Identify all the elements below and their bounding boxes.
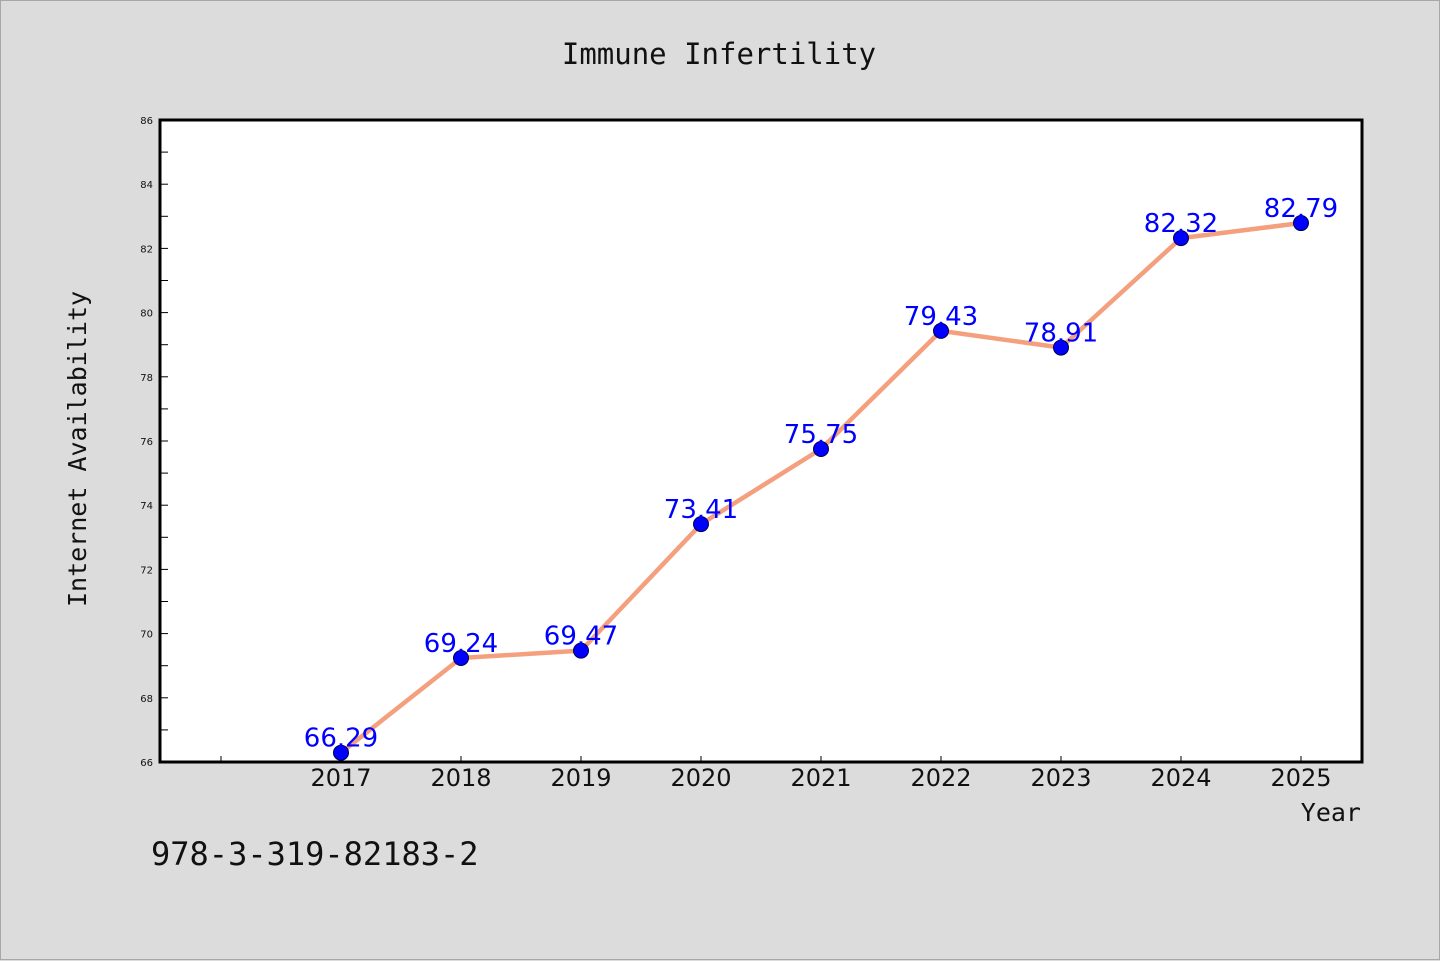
plot-area xyxy=(158,118,1364,764)
x-tick-label: 2020 xyxy=(670,764,731,792)
y-tick-label: 68 xyxy=(140,694,153,705)
x-tick-label: 2019 xyxy=(550,764,611,792)
data-point xyxy=(1173,230,1189,247)
y-tick-label: 86 xyxy=(140,116,153,127)
x-tick-label: 2022 xyxy=(910,764,971,792)
y-tick-label: 80 xyxy=(140,309,153,320)
x-tick-label: 2024 xyxy=(1150,764,1211,792)
y-axis-label: Internet Availability xyxy=(63,291,92,607)
y-tick-label: 78 xyxy=(140,373,153,384)
data-point xyxy=(573,642,589,659)
x-axis-label: Year xyxy=(1301,798,1361,827)
markers-group xyxy=(333,215,1309,761)
data-label: 82.79 xyxy=(1264,194,1338,224)
data-label: 73.41 xyxy=(664,495,738,525)
data-point xyxy=(1053,339,1069,356)
y-axis: 66 68 70 72 74 76 78 80 82 84 86 xyxy=(140,116,168,769)
isbn-footer: 978-3-319-82183-2 xyxy=(151,835,479,873)
x-axis: 2017 2018 2019 2020 2021 2022 2023 2024 2025 xyxy=(220,756,1332,792)
data-point xyxy=(1293,215,1309,232)
data-label: 69.24 xyxy=(424,629,498,659)
data-label: 69.47 xyxy=(544,622,618,652)
data-label: 75.75 xyxy=(784,420,858,450)
y-tick-label: 74 xyxy=(140,501,153,512)
data-label: 82.32 xyxy=(1144,209,1218,239)
data-point xyxy=(693,516,709,533)
y-tick-label: 66 xyxy=(140,758,153,769)
y-tick-label: 82 xyxy=(140,244,153,255)
x-tick-label: 2017 xyxy=(310,764,371,792)
y-tick-label: 72 xyxy=(140,565,153,576)
x-tick-label: 2023 xyxy=(1030,764,1091,792)
x-tick-label: 2018 xyxy=(430,764,491,792)
data-point xyxy=(933,322,949,339)
y-tick-label: 70 xyxy=(140,630,153,641)
data-label: 66.29 xyxy=(304,724,378,754)
data-label: 78.91 xyxy=(1024,319,1098,349)
chart-title: Immune Infertility xyxy=(562,37,876,71)
data-point xyxy=(453,649,469,666)
data-label: 79.43 xyxy=(904,302,978,332)
x-tick-label: 2025 xyxy=(1270,764,1331,792)
data-point xyxy=(813,441,829,458)
y-tick-label: 84 xyxy=(140,180,153,191)
data-point xyxy=(333,744,349,761)
y-tick-label: 76 xyxy=(140,437,153,448)
data-labels-group: 66.29 69.24 69.47 73.41 75.75 79.43 78.91 82.32… xyxy=(304,194,1338,754)
x-tick-label: 2021 xyxy=(790,764,851,792)
